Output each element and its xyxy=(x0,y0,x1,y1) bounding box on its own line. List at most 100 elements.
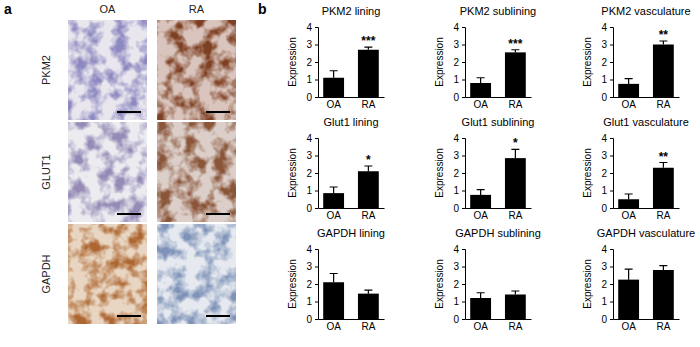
tick-label: 4 xyxy=(453,22,459,33)
bar xyxy=(618,84,639,97)
micrograph-base xyxy=(68,122,147,222)
plot-area xyxy=(470,50,526,97)
micrograph xyxy=(68,224,147,324)
tick-label: 1 xyxy=(601,185,607,196)
error-bar xyxy=(330,71,338,78)
axis-line xyxy=(319,319,385,320)
y-axis: 01234 xyxy=(306,22,318,103)
scale-bar xyxy=(206,111,230,113)
tick-mark xyxy=(462,191,465,192)
axis-line xyxy=(466,208,532,209)
tick-label: 0 xyxy=(453,92,459,103)
error-bar xyxy=(625,79,633,84)
tick-label: RA xyxy=(508,321,522,332)
axis-line xyxy=(614,208,680,209)
tick: 0 xyxy=(601,92,613,103)
tick-label: 0 xyxy=(601,92,607,103)
tick-label: 4 xyxy=(306,22,312,33)
tick: 2 xyxy=(453,168,465,179)
tick: 0 xyxy=(453,314,465,325)
chart-title: PKM2 sublining xyxy=(460,5,536,17)
bar xyxy=(358,50,379,97)
tick-label: OA xyxy=(326,99,341,110)
x-axis: OARA xyxy=(319,97,385,110)
tick: 0 xyxy=(453,203,465,214)
tick: 2 xyxy=(306,57,318,68)
chart-title: GAPDH vasculature xyxy=(597,227,695,239)
chart-title: GAPDH sublining xyxy=(455,227,541,239)
tick-label: OA xyxy=(621,210,636,221)
tick-mark xyxy=(610,80,613,81)
tick: 4 xyxy=(601,244,613,255)
tick: RA xyxy=(656,208,670,221)
micrograph-base xyxy=(157,20,236,120)
tick: 1 xyxy=(601,296,613,307)
tick-label: 3 xyxy=(453,150,459,161)
row-label: GAPDH xyxy=(40,254,52,293)
tick-label: 0 xyxy=(453,203,459,214)
tick-label: 1 xyxy=(601,74,607,85)
bar xyxy=(358,171,379,208)
tick-label: 2 xyxy=(306,168,312,179)
tick-mark xyxy=(462,173,465,174)
error-bar xyxy=(511,291,519,295)
tick: OA xyxy=(473,319,488,332)
tick-mark xyxy=(462,80,465,81)
axis-line xyxy=(466,97,532,98)
tick-mark xyxy=(462,156,465,157)
axis-line xyxy=(315,139,319,209)
chart-title: PKM2 lining xyxy=(322,5,381,17)
tick-label: RA xyxy=(508,99,522,110)
tick: 0 xyxy=(306,203,318,214)
panel-label: a xyxy=(4,1,12,17)
tick: 1 xyxy=(453,296,465,307)
tick-label: 1 xyxy=(453,185,459,196)
y-axis: 01234 xyxy=(453,244,465,325)
tick-mark xyxy=(315,156,318,157)
axis-title: Expression xyxy=(582,37,593,86)
tick-label: 4 xyxy=(306,133,312,144)
axis-title: Expression xyxy=(582,148,593,197)
axis-line xyxy=(319,208,385,209)
bar xyxy=(323,193,344,208)
tick: 4 xyxy=(453,244,465,255)
tick-mark xyxy=(315,284,318,285)
tick: 0 xyxy=(306,92,318,103)
tick: 0 xyxy=(601,314,613,325)
tick: OA xyxy=(621,97,636,110)
scale-bar xyxy=(206,315,230,317)
tick: OA xyxy=(473,97,488,110)
tick-label: 2 xyxy=(306,57,312,68)
y-axis: 01234 xyxy=(306,244,318,325)
tick-label: 3 xyxy=(601,150,607,161)
tick: RA xyxy=(508,319,522,332)
x-axis: OARA xyxy=(614,319,680,332)
tick-mark xyxy=(610,208,613,209)
axis-line xyxy=(315,28,319,98)
tick-mark xyxy=(462,138,465,139)
tick: 3 xyxy=(306,261,318,272)
bar xyxy=(470,83,491,97)
micrograph xyxy=(157,20,236,120)
tick-label: 4 xyxy=(453,244,459,255)
tick: 0 xyxy=(453,92,465,103)
x-axis: OARA xyxy=(319,319,385,332)
plot-area xyxy=(618,266,674,319)
micrograph-base xyxy=(68,20,147,120)
tick: 2 xyxy=(306,279,318,290)
tick-label: 3 xyxy=(306,150,312,161)
y-axis: 01234 xyxy=(453,133,465,214)
chart-title: Glut1 lining xyxy=(323,116,378,128)
axis-line xyxy=(614,97,680,98)
significance: ** xyxy=(659,28,669,42)
tick-mark xyxy=(610,62,613,63)
tick-label: 1 xyxy=(453,74,459,85)
tick-label: 3 xyxy=(453,39,459,50)
tick-label: 0 xyxy=(601,314,607,325)
tick-label: OA xyxy=(473,321,488,332)
x-axis: OA RA xyxy=(466,319,532,332)
chart-title: GAPDH lining xyxy=(317,227,385,239)
x-axis: OARA xyxy=(466,208,532,221)
tick: RA xyxy=(656,97,670,110)
tick-mark xyxy=(315,319,318,320)
